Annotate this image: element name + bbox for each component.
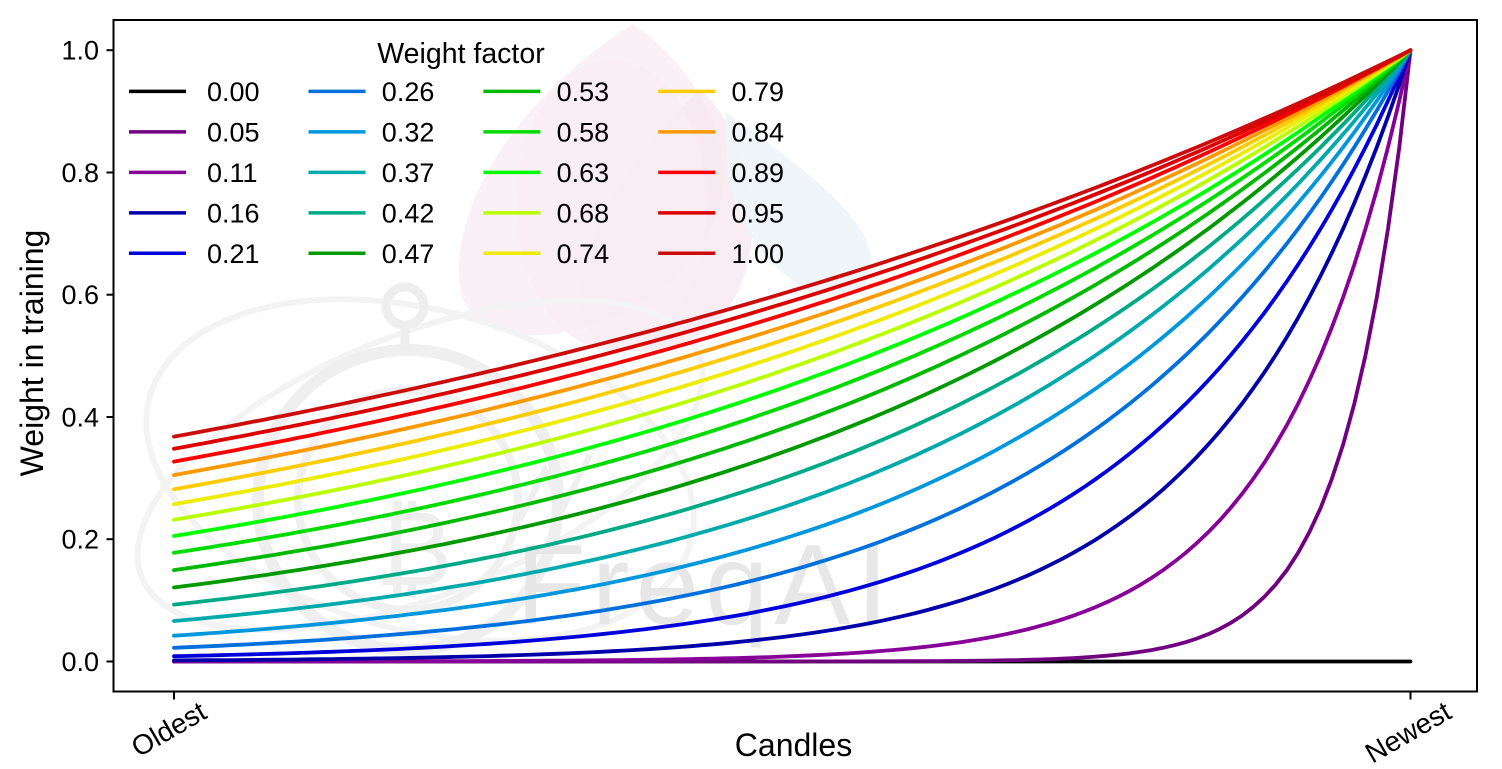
svg-text:0.84: 0.84	[732, 117, 785, 147]
svg-text:0.79: 0.79	[732, 77, 785, 107]
svg-text:0.6: 0.6	[61, 280, 99, 310]
svg-text:0.95: 0.95	[732, 198, 785, 228]
svg-text:0.26: 0.26	[382, 77, 435, 107]
svg-text:0.42: 0.42	[382, 198, 435, 228]
svg-text:Candles: Candles	[735, 727, 852, 763]
svg-text:0.63: 0.63	[557, 158, 610, 188]
svg-text:0.11: 0.11	[207, 158, 258, 188]
svg-text:0.21: 0.21	[207, 239, 260, 269]
svg-text:0.32: 0.32	[382, 117, 435, 147]
svg-text:0.53: 0.53	[557, 77, 610, 107]
svg-text:0.05: 0.05	[207, 117, 260, 147]
svg-text:0.8: 0.8	[61, 158, 99, 188]
svg-text:0.68: 0.68	[557, 198, 610, 228]
svg-text:0.2: 0.2	[61, 525, 99, 555]
svg-text:0.89: 0.89	[732, 158, 785, 188]
svg-text:0.47: 0.47	[382, 239, 435, 269]
svg-text:0.16: 0.16	[207, 198, 260, 228]
svg-text:FreqAI: FreqAI	[516, 522, 894, 649]
svg-text:0.0: 0.0	[61, 647, 99, 677]
svg-text:1.0: 1.0	[61, 36, 99, 66]
svg-text:0.4: 0.4	[61, 403, 99, 433]
svg-text:Weight in training: Weight in training	[14, 230, 50, 477]
svg-text:0.00: 0.00	[207, 77, 260, 107]
svg-text:0.37: 0.37	[382, 158, 435, 188]
svg-text:Weight factor: Weight factor	[377, 38, 545, 70]
svg-text:0.58: 0.58	[557, 117, 610, 147]
svg-text:1.00: 1.00	[732, 239, 785, 269]
svg-text:0.74: 0.74	[557, 239, 610, 269]
